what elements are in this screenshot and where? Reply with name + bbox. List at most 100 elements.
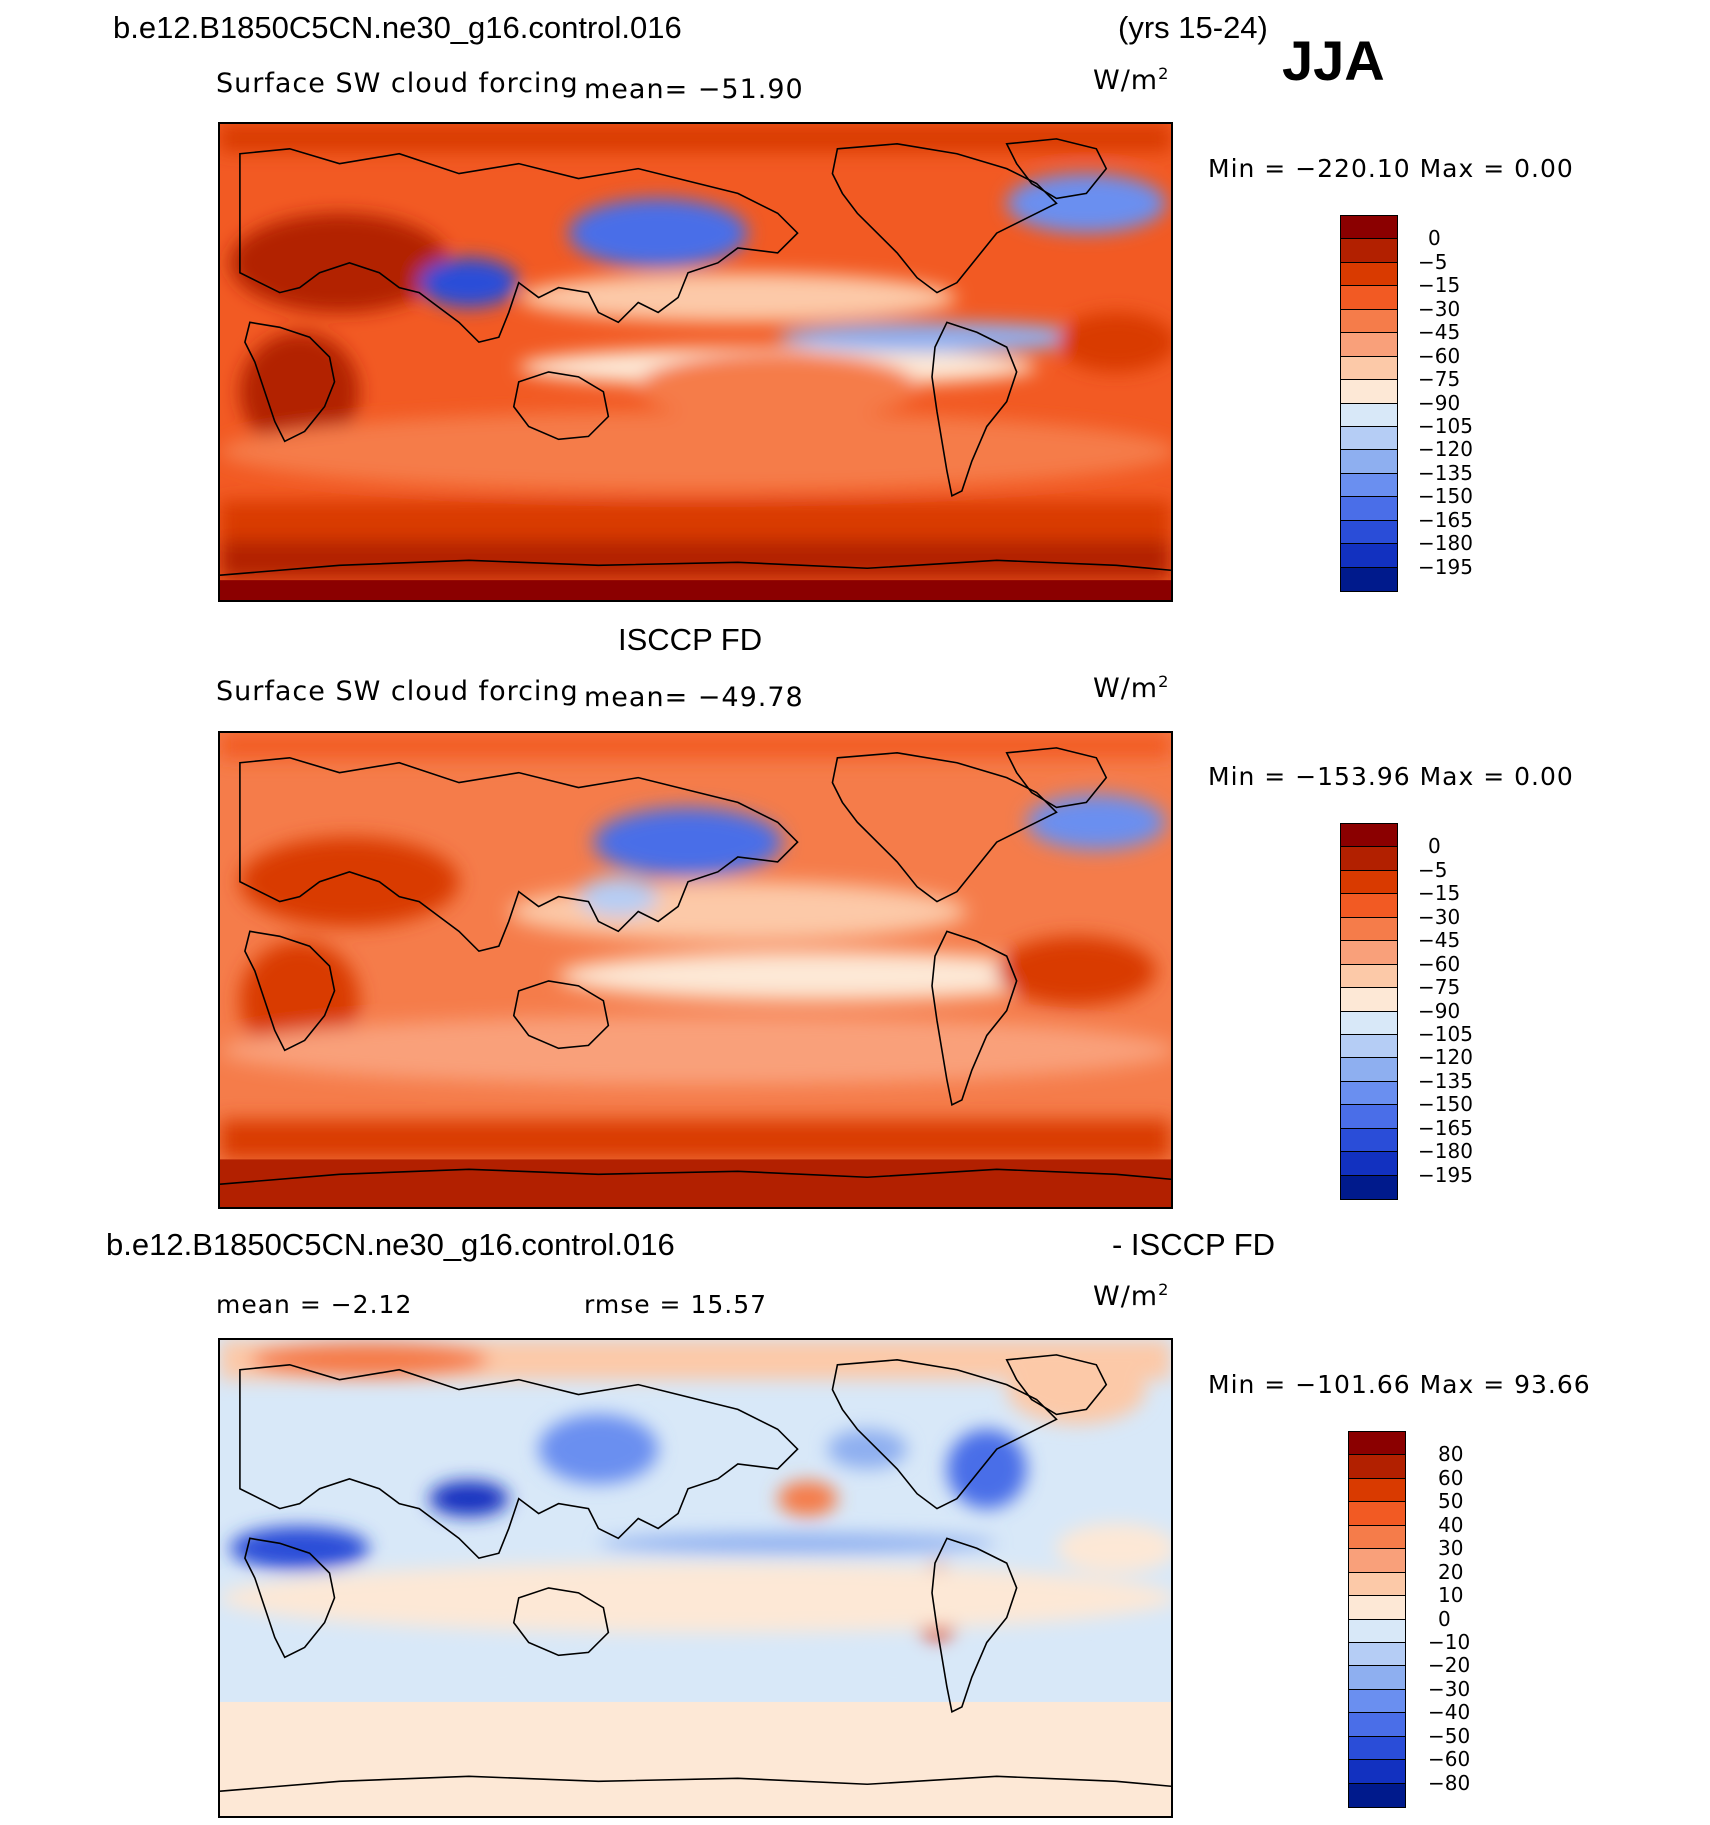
colorbar-swatch [1341, 520, 1397, 545]
colorbar-tick-label: −120 [1418, 1045, 1473, 1070]
colorbar-swatch [1349, 1478, 1405, 1503]
colorbar-tick-label: −105 [1418, 413, 1473, 438]
colorbar-swatch [1341, 497, 1397, 521]
colorbar-tick-label: −105 [1418, 1021, 1473, 1046]
colorbar-tick-label: −150 [1418, 1092, 1473, 1117]
case-name-title: b.e12.B1850C5CN.ne30_g16.control.016 [113, 10, 682, 45]
colorbar-tick-label: −60 [1418, 343, 1461, 368]
panel2-observations-map [218, 731, 1173, 1209]
colorbar-swatch [1341, 894, 1397, 918]
colorbar-tick-label: −60 [1418, 951, 1461, 976]
panel1-model-map [218, 122, 1173, 602]
colorbar-swatch [1341, 544, 1397, 568]
colorbar-tick-label: −135 [1418, 460, 1473, 485]
colorbar-swatch [1341, 286, 1397, 310]
colorbar-swatch [1341, 216, 1397, 240]
colorbar-swatch [1341, 847, 1397, 871]
colorbar-tick-label: 60 [1438, 1465, 1464, 1490]
colorbar-tick-label: −75 [1418, 367, 1461, 392]
panel1-mean-label: mean= −51.90 [584, 74, 804, 105]
panel3-mean-label: mean = −2.12 [216, 1290, 413, 1319]
panel1-minmax-label: Min = −220.10 Max = 0.00 [1208, 154, 1574, 183]
colorbar-tick-label: −10 [1428, 1629, 1471, 1654]
colorbar-tick-label: −60 [1428, 1747, 1471, 1772]
colorbar-swatch [1341, 1152, 1397, 1176]
colorbar-tick-label: −165 [1418, 507, 1473, 532]
colorbar-swatch [1349, 1502, 1405, 1526]
colorbar-swatch [1349, 1666, 1405, 1690]
panel3-difference-map [218, 1338, 1173, 1818]
colorbar-tick-label: −40 [1428, 1700, 1471, 1725]
colorbar-swatch [1341, 1105, 1397, 1129]
panel3-minmax-label: Min = −101.66 Max = 93.66 [1208, 1370, 1591, 1399]
colorbar-tick-label: −90 [1418, 998, 1461, 1023]
colorbar-swatch [1341, 356, 1397, 381]
panel3-colorbar-labels: 80 60 50 40 30 20 10 0 −10 −20 −30 −40 −50 −60 −80 [1428, 1431, 1508, 1808]
colorbar-tick-label: −135 [1418, 1068, 1473, 1093]
colorbar-swatch [1341, 964, 1397, 989]
panel1-variable-label: Surface SW cloud forcing [216, 68, 579, 99]
colorbar-swatch [1349, 1642, 1405, 1667]
colorbar-swatch [1341, 473, 1397, 498]
colorbar-swatch [1341, 917, 1397, 942]
colorbar-tick-label: −5 [1418, 249, 1448, 274]
panel1-units-label: W/m2 [1093, 64, 1170, 96]
panel1-colorbar-labels: 0 −5 −15 −30 −45 −60 −75 −90 −105 −120 −135 −150 −16… [1418, 215, 1498, 592]
colorbar-tick-label: 20 [1438, 1559, 1464, 1584]
colorbar-swatch [1349, 1455, 1405, 1479]
colorbar-tick-label: 30 [1438, 1536, 1464, 1561]
colorbar-swatch [1341, 1128, 1397, 1153]
colorbar-swatch [1341, 239, 1397, 263]
colorbar-swatch [1341, 1034, 1397, 1059]
colorbar-tick-label: −75 [1418, 975, 1461, 1000]
panel3-title-left: b.e12.B1850C5CN.ne30_g16.control.016 [106, 1227, 675, 1262]
colorbar-tick-label: −195 [1418, 1162, 1473, 1187]
colorbar-tick-label: −45 [1418, 320, 1461, 345]
colorbar-tick-label: −15 [1418, 273, 1461, 298]
colorbar-tick-label: −80 [1428, 1770, 1471, 1795]
colorbar-tick-label: −195 [1418, 554, 1473, 579]
colorbar-tick-label: −45 [1418, 928, 1461, 953]
colorbar-swatch [1341, 1081, 1397, 1106]
colorbar-tick-label: −180 [1418, 1139, 1473, 1164]
colorbar-swatch [1349, 1783, 1405, 1807]
colorbar-swatch [1341, 1011, 1397, 1035]
colorbar-tick-label: −90 [1418, 390, 1461, 415]
colorbar-swatch [1349, 1596, 1405, 1620]
colorbar-swatch [1341, 403, 1397, 427]
colorbar-swatch [1341, 1175, 1397, 1199]
panel2-colorbar-labels: 0 −5 −15 −30 −45 −60 −75 −90 −105 −120 −135 −150 −16… [1418, 823, 1498, 1200]
colorbar-swatch [1341, 380, 1397, 404]
colorbar-tick-label: −30 [1418, 296, 1461, 321]
colorbar-swatch [1349, 1689, 1405, 1714]
colorbar-swatch [1341, 262, 1397, 287]
colorbar-swatch [1349, 1549, 1405, 1573]
colorbar-swatch [1341, 941, 1397, 965]
colorbar-swatch [1341, 988, 1397, 1012]
colorbar-swatch [1341, 426, 1397, 451]
panel2-variable-label: Surface SW cloud forcing [216, 676, 579, 707]
panel2-colorbar [1340, 823, 1398, 1200]
colorbar-tick-label: 0 [1428, 834, 1441, 859]
panel1-colorbar [1340, 215, 1398, 592]
colorbar-tick-label: −30 [1418, 904, 1461, 929]
colorbar-tick-label: −165 [1418, 1115, 1473, 1140]
colorbar-swatch [1349, 1572, 1405, 1597]
colorbar-tick-label: −20 [1428, 1653, 1471, 1678]
colorbar-tick-label: −120 [1418, 437, 1473, 462]
colorbar-swatch [1349, 1432, 1405, 1456]
colorbar-tick-label: 50 [1438, 1489, 1464, 1514]
season-label: JJA [1282, 29, 1385, 92]
years-label: (yrs 15-24) [1118, 10, 1268, 45]
colorbar-swatch [1349, 1736, 1405, 1761]
colorbar-tick-label: −50 [1428, 1723, 1471, 1748]
panel2-title: ISCCP FD [618, 622, 763, 657]
colorbar-tick-label: −15 [1418, 881, 1461, 906]
panel3-colorbar [1348, 1431, 1406, 1808]
colorbar-swatch [1341, 450, 1397, 474]
panel2-units-label: W/m2 [1093, 672, 1170, 704]
colorbar-swatch [1349, 1619, 1405, 1643]
colorbar-tick-label: 80 [1438, 1442, 1464, 1467]
panel3-rmse-label: rmse = 15.57 [584, 1290, 768, 1319]
colorbar-tick-label: −180 [1418, 531, 1473, 556]
